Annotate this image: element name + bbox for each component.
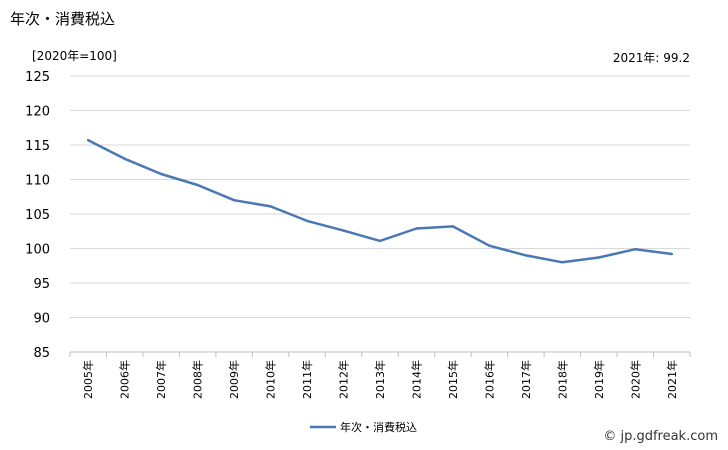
x-tick-label: 2014年: [409, 360, 423, 399]
data-point: [378, 239, 382, 243]
x-tick-label: 2019年: [592, 360, 606, 399]
x-tick-label: 2021年: [665, 360, 679, 399]
data-point: [524, 254, 528, 257]
x-tick-label: 2008年: [191, 360, 205, 399]
data-point: [123, 157, 126, 160]
data-point: [305, 219, 309, 223]
data-point: [634, 247, 637, 251]
x-tick-label: 2007年: [154, 360, 168, 399]
legend-label: 年次・消費税込: [340, 420, 417, 434]
data-point: [159, 172, 163, 176]
site-credit: © jp.gdfreak.com: [603, 429, 718, 444]
x-tick-label: 2012年: [337, 360, 351, 399]
y-tick-label: 100: [25, 243, 50, 258]
x-tick-label: 2013年: [373, 360, 387, 399]
data-point: [597, 256, 601, 259]
y-tick-label: 105: [25, 208, 50, 223]
x-tick-label: 2015年: [446, 360, 460, 399]
x-tick-label: 2005年: [81, 360, 95, 399]
x-tick-label: 2009年: [227, 360, 241, 399]
x-tick-label: 2017年: [519, 360, 533, 399]
y-tick-label: 85: [33, 346, 50, 361]
data-point: [342, 229, 345, 232]
x-tick-label: 2020年: [628, 360, 642, 399]
y-tick-label: 120: [25, 105, 50, 120]
data-point: [488, 244, 491, 247]
data-point: [561, 261, 564, 264]
y-tick-label: 125: [25, 70, 50, 85]
data-point: [269, 205, 272, 208]
data-point: [451, 225, 455, 228]
series-line: [86, 138, 674, 264]
unit-label: [2020年=100]: [32, 49, 117, 63]
data-point: [415, 227, 418, 230]
latest-value-note: 2021年: 99.2: [612, 51, 690, 65]
x-tick-label: 2018年: [555, 360, 569, 399]
data-point: [196, 183, 199, 187]
y-tick-label: 95: [33, 277, 50, 292]
y-tick-label: 90: [33, 312, 50, 327]
x-tick-label: 2010年: [264, 360, 278, 399]
data-point: [232, 199, 236, 202]
y-tick-label: 110: [25, 174, 50, 189]
data-point: [670, 252, 673, 256]
x-tick-label: 2011年: [300, 360, 314, 399]
y-tick-label: 115: [25, 139, 50, 154]
data-point: [87, 138, 90, 142]
x-tick-label: 2006年: [118, 360, 132, 399]
x-tick-label: 2016年: [482, 360, 496, 399]
chart-title: 年次・消費税込: [10, 10, 116, 28]
